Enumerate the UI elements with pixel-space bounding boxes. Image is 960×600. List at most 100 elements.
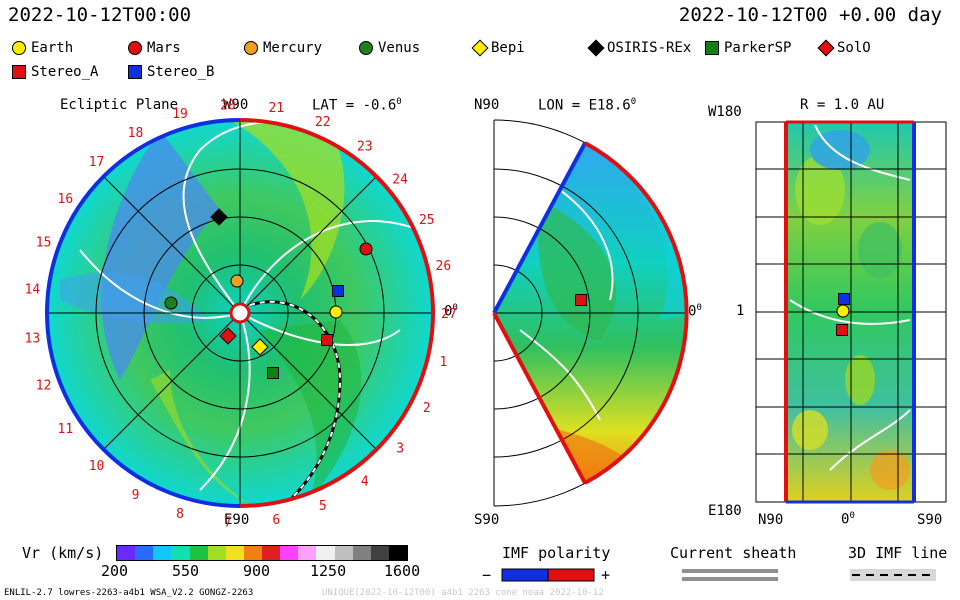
parkersp-marker-icon bbox=[705, 41, 719, 55]
carrington-tick-label: 23 bbox=[357, 139, 373, 154]
carrington-tick-label: 8 bbox=[176, 507, 184, 522]
mercury-marker bbox=[230, 274, 244, 288]
lon-value: LON = E18.6 bbox=[538, 97, 631, 114]
object-markers bbox=[164, 208, 850, 379]
colorbar-segment bbox=[171, 546, 190, 560]
osiris-rex-marker bbox=[210, 208, 228, 226]
carrington-tick-label: 13 bbox=[25, 331, 41, 346]
ecliptic-top-label: W90 bbox=[223, 97, 249, 113]
footer-model-info: ENLIL-2.7 lowres-2263-a4b1 WSA_V2.2 GONG… bbox=[4, 588, 254, 598]
carrington-tick-label: 15 bbox=[36, 236, 52, 251]
colorbar-segment bbox=[135, 546, 154, 560]
velocity-colorbar bbox=[116, 545, 408, 561]
legend-item-mars: Mars bbox=[128, 40, 181, 56]
colorbar-tick: 1600 bbox=[384, 562, 421, 580]
legend-item-bepi: Bepi bbox=[471, 39, 525, 57]
colorbar-segment bbox=[262, 546, 281, 560]
carrington-tick-label: 25 bbox=[419, 213, 435, 228]
legend-label: ParkerSP bbox=[724, 40, 792, 56]
carrington-tick-label: 7 bbox=[224, 516, 232, 531]
carrington-tick-label: 27 bbox=[441, 307, 457, 322]
radial-top-left-label: W180 bbox=[708, 104, 742, 120]
venus-marker bbox=[164, 296, 178, 310]
zero-value: 0 bbox=[444, 303, 453, 320]
colorbar-segment bbox=[189, 546, 208, 560]
imf-line-legend bbox=[850, 569, 936, 581]
colorbar-label: Vr (km/s) bbox=[22, 544, 104, 562]
carrington-tick-label: 10 bbox=[89, 459, 105, 474]
legend-label: OSIRIS-REx bbox=[607, 40, 692, 56]
carrington-tick-label: 9 bbox=[132, 488, 140, 503]
sun-marker bbox=[229, 302, 251, 324]
stereo-a-radial-marker bbox=[836, 324, 848, 336]
colorbar-tick: 200 bbox=[101, 562, 129, 580]
stereo-a-meridional-marker bbox=[575, 294, 587, 306]
mars-marker bbox=[359, 242, 373, 256]
legend-label: Bepi bbox=[491, 40, 525, 56]
legend-label: Mercury bbox=[263, 40, 323, 56]
imf-line-title: 3D IMF line bbox=[848, 544, 948, 562]
legend-item-stereo-b: Stereo_B bbox=[128, 64, 214, 80]
stereo-b-marker bbox=[332, 285, 344, 297]
meridional-right-label: 00 bbox=[688, 303, 702, 320]
ecliptic-bottom-label: E90 bbox=[224, 512, 250, 528]
colorbar-segment bbox=[243, 546, 262, 560]
carrington-tick-label: 17 bbox=[89, 155, 105, 170]
carrington-tick-label: 11 bbox=[58, 422, 74, 437]
zero-value: 0 bbox=[688, 303, 697, 320]
imf-polarity-legend bbox=[501, 568, 595, 582]
colorbar-segment bbox=[225, 546, 244, 560]
degree-mark: 0 bbox=[396, 97, 402, 107]
legend-item-osiris-rex: OSIRIS-REx bbox=[587, 39, 692, 57]
carrington-tick-label: 5 bbox=[319, 499, 327, 514]
ecliptic-lat-label: LAT = -0.60 bbox=[312, 97, 402, 114]
degree-mark: 0 bbox=[630, 97, 637, 107]
carrington-tick-label: 18 bbox=[128, 126, 144, 141]
imf-positive-swatch bbox=[547, 568, 595, 582]
radial-x-label-s90: S90 bbox=[917, 512, 943, 528]
colorbar-segment bbox=[298, 546, 317, 560]
ecliptic-title: Ecliptic Plane bbox=[60, 97, 179, 113]
datetime-right: 2022-10-12T00 +0.00 day bbox=[678, 4, 942, 26]
colorbar-segment bbox=[280, 546, 299, 560]
mars-marker-icon bbox=[128, 41, 142, 55]
ecliptic-plane-panel bbox=[44, 118, 436, 508]
imf-polarity-title: IMF polarity bbox=[502, 544, 611, 562]
carrington-tick-label: 19 bbox=[172, 107, 188, 122]
degree-mark: 0 bbox=[452, 303, 458, 313]
colorbar-tick: 900 bbox=[243, 562, 271, 580]
bepi-marker bbox=[251, 338, 269, 356]
ecliptic-features bbox=[60, 120, 421, 505]
meridional-bottom-label: S90 bbox=[474, 512, 500, 528]
zero-value: 0 bbox=[841, 511, 850, 528]
earth-radial-marker bbox=[836, 304, 850, 318]
meridional-plane-panel bbox=[492, 119, 689, 507]
current-sheath-title: Current sheath bbox=[670, 544, 797, 562]
radial-x-label-0: 00 bbox=[841, 511, 855, 528]
legend-item-solo: SolO bbox=[817, 39, 871, 57]
stereo-a-marker bbox=[321, 334, 333, 346]
imf-polarity-plus: + bbox=[601, 566, 611, 584]
colorbar-segment bbox=[334, 546, 353, 560]
degree-mark: 0 bbox=[849, 511, 855, 521]
stereo-b-radial-marker bbox=[838, 293, 850, 305]
radial-bottom-left-label: E180 bbox=[708, 503, 742, 519]
lat-value: LAT = -0.6 bbox=[312, 97, 397, 114]
radial-mid-left-label: 1 bbox=[736, 303, 745, 319]
colorbar-segment bbox=[370, 546, 389, 560]
carrington-tick-label: 4 bbox=[361, 475, 369, 490]
legend-label: Stereo_B bbox=[147, 64, 215, 80]
legend-label: SolO bbox=[837, 40, 871, 56]
colorbar-segment bbox=[352, 546, 371, 560]
carrington-tick-label: 14 bbox=[25, 283, 41, 298]
carrington-tick-label: 2 bbox=[423, 401, 431, 416]
carrington-tick-label: 22 bbox=[315, 115, 331, 130]
colorbar-tick: 550 bbox=[172, 562, 200, 580]
current-sheath-legend bbox=[682, 569, 778, 581]
earth-marker bbox=[329, 305, 343, 319]
legend-label: Venus bbox=[378, 40, 421, 56]
legend-label: Mars bbox=[147, 40, 181, 56]
imf-polarity-minus: − bbox=[482, 566, 492, 584]
